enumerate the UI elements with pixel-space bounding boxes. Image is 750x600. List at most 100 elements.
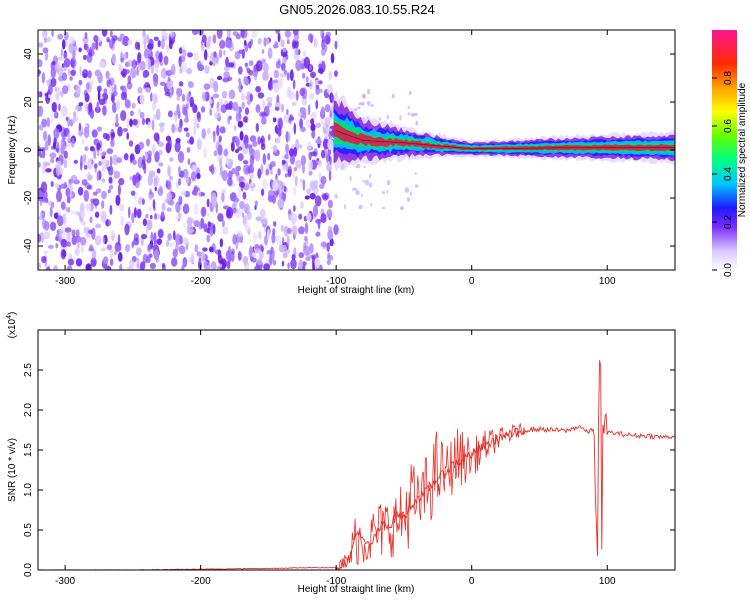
- spectrogram-noise-cell: [306, 188, 311, 195]
- spectrogram-noise-cell: [179, 68, 182, 74]
- spectrogram-noise-cell: [153, 36, 159, 41]
- spectrogram-noise-cell: [158, 149, 163, 156]
- spectrogram-noise-cell: [169, 157, 174, 162]
- x-tick-label: 0: [469, 576, 475, 587]
- spectrogram-noise-cell: [163, 55, 169, 66]
- spectrogram-noise-cell: [182, 203, 190, 215]
- spectrogram-noise-cell: [160, 38, 165, 50]
- y-tick-label: 1.0: [23, 483, 34, 497]
- spectrogram-noise-cell: [175, 215, 181, 220]
- spectrogram-noise-cell: [260, 138, 264, 144]
- spectrogram-noise-cell: [356, 163, 361, 169]
- spectrogram-noise-cell: [117, 126, 123, 137]
- spectrogram-noise-cell: [106, 244, 113, 251]
- snr-y-ticks: 0.0 0.5 1.0 1.5 2.0 2.5: [23, 363, 675, 577]
- spectrogram-noise-cell: [326, 152, 329, 164]
- spectrogram-noise-cell: [285, 160, 289, 172]
- spectrogram-noise-cell: [63, 58, 71, 68]
- spectrogram-noise-cell: [38, 105, 44, 117]
- spectrogram-noise-cell: [280, 39, 285, 48]
- spectrogram-noise-cell: [315, 122, 321, 128]
- spectrogram-noise-cell: [223, 149, 229, 157]
- spectrogram-noise-cell: [320, 48, 326, 56]
- spectrogram-noise-cell: [244, 225, 251, 232]
- spectrogram-noise-cell: [84, 31, 88, 39]
- spectrogram-noise-cell: [78, 102, 84, 107]
- spectrogram-noise-cell: [295, 47, 299, 56]
- spectrogram-noise-cell: [361, 93, 366, 99]
- spectrogram-noise-cell: [293, 248, 296, 255]
- spectrogram-ridge-center: [336, 130, 675, 150]
- spectrogram-noise-cell: [109, 248, 114, 259]
- spectrogram-noise-cell: [219, 157, 223, 168]
- spectrogram-noise-cell: [108, 184, 114, 190]
- spectrogram-noise-cell: [329, 155, 332, 166]
- spectrogram-noise-cell: [318, 80, 323, 85]
- spectrogram-noise-cell: [101, 158, 107, 167]
- spectrogram-noise-cell: [150, 65, 155, 74]
- spectrogram-noise-cell: [206, 127, 211, 135]
- spectrogram-noise-cell: [88, 49, 95, 57]
- spectrogram-noise-cell: [185, 177, 190, 184]
- spectrogram-noise-cell: [71, 118, 76, 124]
- spectrogram-noise-cell: [255, 216, 263, 222]
- spectrogram-noise-cell: [271, 232, 276, 244]
- spectrogram-noise-cell: [119, 263, 123, 270]
- spectrogram-noise-cell: [244, 107, 250, 115]
- spectrogram-noise-cell: [277, 198, 285, 209]
- spectrogram-noise-cell: [242, 191, 247, 200]
- spectrogram-noise-cell: [327, 199, 333, 209]
- spectrogram-noise-cell: [289, 114, 293, 119]
- spectrogram-noise-cell: [43, 231, 51, 240]
- spectrogram-noise-cell: [222, 226, 229, 235]
- spectrogram-noise-cell: [38, 145, 42, 157]
- spectrogram-noise-cell: [307, 33, 314, 42]
- spectrogram-noise-cell: [250, 38, 254, 46]
- spectrogram-noise-cell: [125, 244, 131, 253]
- spectrogram-noise-cell: [234, 200, 238, 207]
- spectrogram-noise-cell: [330, 52, 335, 64]
- spectrogram-noise-cell: [309, 92, 315, 100]
- spectrogram-noise-cell: [212, 224, 216, 235]
- spectrogram-noise-cell: [57, 215, 64, 227]
- spectrogram-noise-cell: [136, 208, 142, 219]
- spectrogram-noise-cell: [166, 180, 172, 191]
- spectrogram-noise-cell: [228, 115, 232, 121]
- spectrogram-noise-cell: [71, 58, 75, 66]
- spectrogram-noise-cell: [175, 201, 181, 213]
- spectrogram-noise-cell: [82, 73, 88, 78]
- spectrogram-noise-cell: [255, 60, 263, 72]
- spectrogram-noise-cell: [263, 62, 269, 73]
- spectrogram-noise-cell: [251, 69, 259, 77]
- spectrogram-noise-cell: [127, 206, 131, 219]
- spectrogram-noise-cell: [290, 153, 295, 165]
- spectrogram-noise-cell: [208, 98, 213, 105]
- spectrogram-noise-cell: [89, 80, 95, 86]
- spectrogram-noise-cell: [126, 81, 133, 90]
- spectrogram-noise-cell: [244, 203, 250, 215]
- spectrogram-noise-cell: [225, 250, 232, 261]
- spectrogram-noise-cell: [247, 164, 254, 175]
- spectrogram-noise-cell: [158, 162, 164, 167]
- spectrogram-noise-cell: [126, 118, 130, 128]
- spectrogram-noise-cell: [225, 56, 230, 68]
- spectrogram-noise-cell: [295, 59, 302, 71]
- spectrogram-noise-cell: [101, 200, 105, 209]
- spectrogram-noise-cell: [214, 249, 222, 255]
- spectrogram-noise-cell: [252, 232, 257, 243]
- spectrogram-noise-cell: [275, 235, 282, 246]
- spectrogram-noise-cell: [171, 123, 176, 134]
- spectrogram-noise-cell: [300, 107, 306, 116]
- spectrogram-noise-cell: [284, 30, 292, 38]
- spectrogram-noise-cell: [83, 164, 88, 170]
- spectrogram-noise-cell: [110, 230, 116, 242]
- spectrogram-noise-cell: [251, 30, 258, 39]
- spectrogram-noise-cell: [310, 123, 316, 132]
- spectrogram-noise-cell: [148, 253, 153, 258]
- spectrogram-noise-cell: [308, 159, 313, 171]
- spectrogram-noise-cell: [213, 80, 219, 93]
- spectrogram-noise-cell: [276, 180, 284, 192]
- spectrogram-noise-cell: [148, 194, 153, 201]
- spectrogram-noise-cell: [196, 172, 201, 180]
